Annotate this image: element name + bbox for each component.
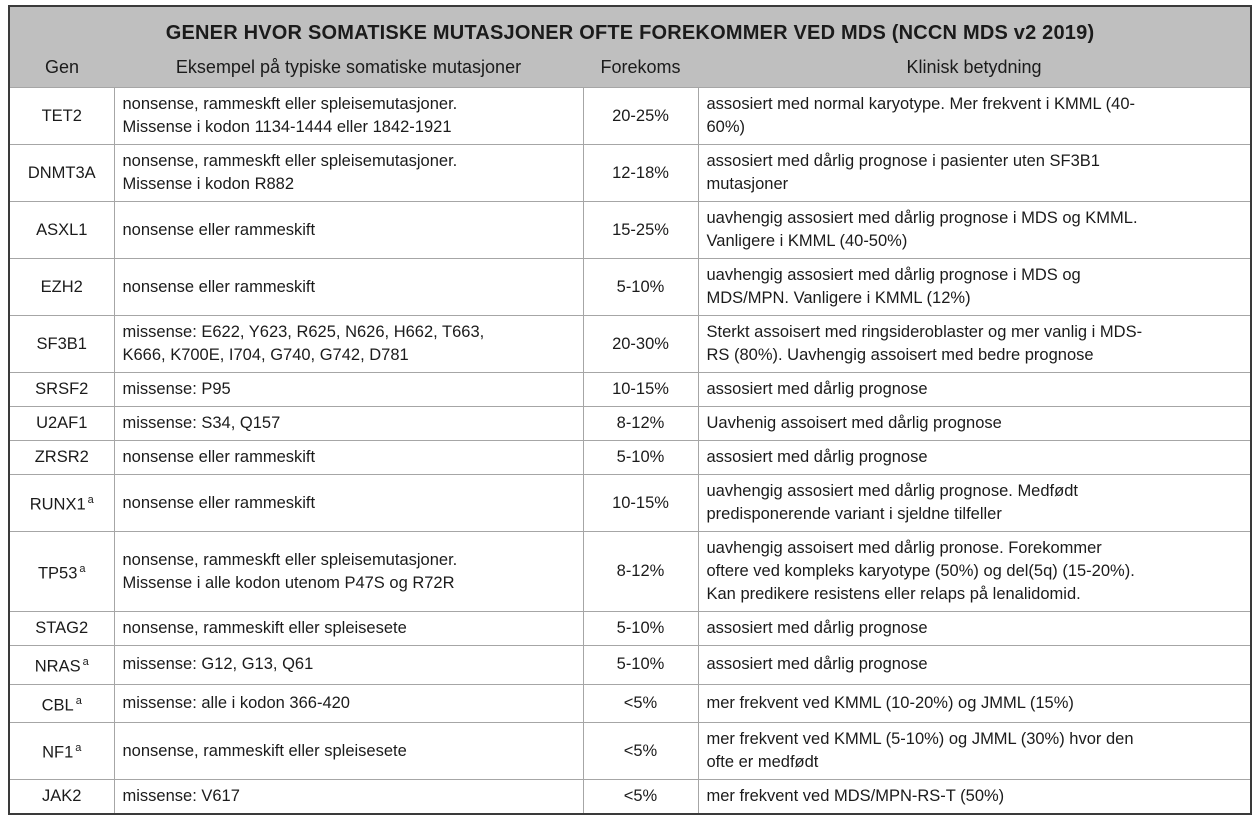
mutations-cell: missense: alle i kodon 366-420 (113, 683, 584, 723)
table-header: GENER HVOR SOMATISKE MUTASJONER OFTE FOR… (9, 6, 1252, 88)
clinical-significance-cell: assosiert med normal karyotype. Mer frek… (697, 87, 1252, 145)
gene-name-cell: ASXL1 (8, 201, 115, 259)
table-row: NF1 a nonsense, rammeskift eller spleisese… (8, 722, 1252, 780)
frequency-cell: 10-15% (582, 474, 699, 532)
column-header-gene: Gen (9, 56, 114, 88)
frequency-cell: 10-15% (582, 372, 699, 407)
column-header-clinical: Klinisk betydning (698, 56, 1252, 88)
table-row: DNMT3A nonsense, rammeskft eller spleisem… (8, 144, 1252, 202)
clinical-significance-cell: assosiert med dårlig prognose (697, 440, 1252, 475)
gene-name-cell: TP53 a (8, 531, 115, 612)
frequency-cell: 5-10% (582, 645, 699, 685)
footnote-marker: a (82, 656, 89, 668)
frequency-cell: 15-25% (582, 201, 699, 259)
gene-name-cell: RUNX1 a (8, 474, 115, 532)
clinical-significance-cell: uavhengig assosiert med dårlig prognose … (697, 258, 1252, 316)
table-row: U2AF1 missense: S34, Q157 8-12% Uavhenig as… (8, 406, 1252, 441)
frequency-cell: 20-25% (582, 87, 699, 145)
frequency-cell: 8-12% (582, 406, 699, 441)
mutations-cell: nonsense eller rammeskift (113, 474, 584, 532)
mutations-cell: missense: S34, Q157 (113, 406, 584, 441)
gene-name-cell: STAG2 (8, 611, 115, 646)
table-row: EZH2 nonsense eller rammeskift 5-10% uavhen… (8, 258, 1252, 316)
table-row: NRAS a missense: G12, G13, Q61 5-10% assosie… (8, 645, 1252, 685)
clinical-significance-cell: Uavhenig assoisert med dårlig prognose (697, 406, 1252, 441)
table-row: STAG2 nonsense, rammeskift eller spleises… (8, 611, 1252, 646)
title-row: GENER HVOR SOMATISKE MUTASJONER OFTE FOR… (9, 6, 1252, 56)
clinical-significance-cell: uavhengig assoisert med dårlig pronose. … (697, 531, 1252, 612)
table-row: JAK2 missense: V617 <5% mer frekvent ved MD… (8, 779, 1252, 815)
gene-name-cell: ZRSR2 (8, 440, 115, 475)
gene-name-cell: EZH2 (8, 258, 115, 316)
gene-name-cell: NRAS a (8, 645, 115, 685)
gene-name-cell: TET2 (8, 87, 115, 145)
mutations-cell: nonsense, rammeskift eller spleisesete (113, 611, 584, 646)
gene-name-cell: SF3B1 (8, 315, 115, 373)
footnote-marker: a (75, 742, 82, 755)
gene-name-cell: U2AF1 (8, 406, 115, 441)
mutations-cell: missense: G12, G13, Q61 (113, 645, 584, 685)
clinical-significance-cell: mer frekvent ved KMML (5-10%) og JMML (3… (697, 722, 1252, 780)
mutations-cell: missense: P95 (113, 372, 584, 407)
frequency-cell: 12-18% (582, 144, 699, 202)
table-title: GENER HVOR SOMATISKE MUTASJONER OFTE FOR… (9, 6, 1252, 56)
table-row: SRSF2 missense: P95 10-15% assosiert med då… (8, 372, 1252, 407)
clinical-significance-cell: Sterkt assoisert med ringsideroblaster o… (697, 315, 1252, 373)
table-row: RUNX1 a nonsense eller rammeskift 10-15% uav… (8, 474, 1252, 532)
mutations-cell: nonsense eller rammeskift (113, 440, 584, 475)
table-row: TET2 nonsense, rammeskft eller spleisemut… (8, 87, 1252, 145)
clinical-significance-cell: uavhengig assosiert med dårlig prognose.… (697, 474, 1252, 532)
footnote-marker: a (87, 494, 94, 507)
footnote-marker: a (79, 562, 86, 575)
gene-name-cell: SRSF2 (8, 372, 115, 407)
mutations-cell: missense: V617 (113, 779, 584, 815)
clinical-significance-cell: assosiert med dårlig prognose (697, 645, 1252, 685)
table-row: TP53 a nonsense, rammeskft eller spleisemu… (8, 531, 1252, 612)
gene-name-cell: NF1 a (8, 722, 115, 780)
table-row: CBL a missense: alle i kodon 366-420 <5% mer… (8, 683, 1252, 723)
frequency-cell: 20-30% (582, 315, 699, 373)
gene-name-cell: JAK2 (8, 779, 115, 815)
clinical-significance-cell: uavhengig assosiert med dårlig prognose … (697, 201, 1252, 259)
frequency-cell: 5-10% (582, 611, 699, 646)
column-header-row: Gen Eksempel på typiske somatiske mutasj… (9, 56, 1252, 88)
clinical-significance-cell: mer frekvent ved KMML (10-20%) og JMML (… (697, 683, 1252, 723)
clinical-significance-cell: mer frekvent ved MDS/MPN-RS-T (50%) (697, 779, 1252, 815)
gene-mutation-table: GENER HVOR SOMATISKE MUTASJONER OFTE FOR… (8, 5, 1253, 815)
frequency-cell: <5% (582, 722, 699, 780)
mutations-cell: nonsense, rammeskft eller spleisemutasjo… (113, 531, 584, 612)
footnote-marker: a (75, 694, 82, 707)
frequency-cell: <5% (582, 779, 699, 815)
table-row: SF3B1 missense: E622, Y623, R625, N626, H… (8, 315, 1252, 373)
table-row: ZRSR2 nonsense eller rammeskift 5-10% assos… (8, 440, 1252, 475)
table-body: TET2 nonsense, rammeskft eller spleisemut… (8, 87, 1252, 815)
mutations-cell: nonsense eller rammeskift (113, 258, 584, 316)
clinical-significance-cell: assosiert med dårlig prognose (697, 611, 1252, 646)
mutations-cell: nonsense, rammeskift eller spleisesete (113, 722, 584, 780)
frequency-cell: <5% (582, 683, 699, 723)
column-header-mutations: Eksempel på typiske somatiske mutasjoner (114, 56, 583, 88)
frequency-cell: 5-10% (582, 440, 699, 475)
mutations-cell: missense: E622, Y623, R625, N626, H662, … (113, 315, 584, 373)
mutations-cell: nonsense, rammeskft eller spleisemutasjo… (113, 144, 584, 202)
frequency-cell: 5-10% (582, 258, 699, 316)
mutations-cell: nonsense, rammeskft eller spleisemutasjo… (113, 87, 584, 145)
column-header-frequency: Forekoms (583, 56, 698, 88)
mutations-cell: nonsense eller rammeskift (113, 201, 584, 259)
clinical-significance-cell: assosiert med dårlig prognose i pasiente… (697, 144, 1252, 202)
table-row: ASXL1 nonsense eller rammeskift 15-25% uavh… (8, 201, 1252, 259)
clinical-significance-cell: assosiert med dårlig prognose (697, 372, 1252, 407)
gene-name-cell: CBL a (8, 683, 115, 723)
frequency-cell: 8-12% (582, 531, 699, 612)
gene-name-cell: DNMT3A (8, 144, 115, 202)
